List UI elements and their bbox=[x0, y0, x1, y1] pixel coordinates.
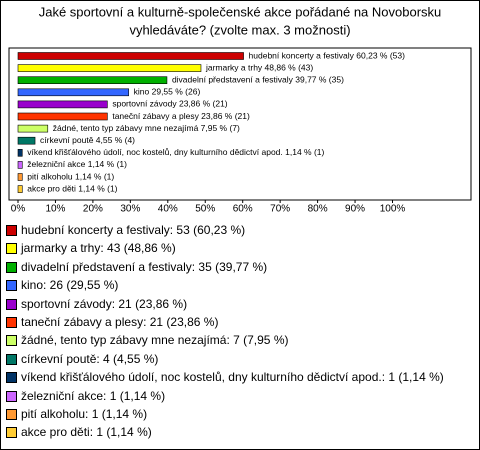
bar bbox=[17, 112, 108, 121]
legend-swatch bbox=[6, 409, 17, 421]
bar bbox=[17, 88, 129, 97]
legend-swatch bbox=[6, 372, 17, 384]
legend-label: hudební koncerty a festivaly: 53 (60,23 … bbox=[21, 223, 246, 237]
bar bbox=[17, 161, 23, 169]
x-tick-label: 0% bbox=[11, 204, 26, 215]
legend-swatch bbox=[6, 335, 17, 347]
bar bbox=[17, 76, 168, 84]
legend-label: železniční akce: 1 (1,14 %) bbox=[21, 388, 166, 403]
legend-label: víkend křišťálového údolí, noc kostelů, … bbox=[21, 370, 444, 385]
x-tick-label: 90% bbox=[345, 204, 365, 215]
legend-label: akce pro děti: 1 (1,14 %) bbox=[21, 425, 152, 440]
legend-swatch bbox=[6, 243, 17, 255]
legend-item: hudební koncerty a festivaly: 53 (60,23 … bbox=[6, 221, 461, 239]
legend-swatch bbox=[6, 298, 17, 310]
legend-label: taneční zábavy a plesy: 21 (23,86 %) bbox=[21, 315, 219, 330]
bar bbox=[17, 64, 202, 72]
x-tick-label: 10% bbox=[45, 204, 65, 215]
legend-swatch bbox=[6, 280, 17, 292]
legend-swatch bbox=[6, 261, 17, 273]
bar bbox=[17, 136, 36, 145]
chart-title: Jaké sportovní a kulturně-společenské ak… bbox=[39, 4, 442, 19]
legend-label: pití alkoholu: 1 (1,14 %) bbox=[21, 407, 148, 422]
bar-label: akce pro děti 1,14 % (1) bbox=[27, 183, 117, 193]
legend-item: železniční akce: 1 (1,14 %) bbox=[6, 387, 461, 405]
bar-label: pití alkoholu 1,14 % (1) bbox=[27, 171, 114, 181]
legend-item: taneční zábavy a plesy: 21 (23,86 %) bbox=[6, 313, 461, 331]
bar-label: kino 29,55 % (26) bbox=[134, 87, 201, 97]
x-tick-label: 100% bbox=[380, 204, 406, 215]
bar-label: železniční akce 1,14 % (1) bbox=[27, 159, 127, 169]
legend-label: jarmarky a trhy: 43 (48,86 %) bbox=[21, 241, 176, 256]
legend-item: víkend křišťálového údolí, noc kostelů, … bbox=[6, 368, 461, 386]
bar-label: jarmarky a trhy 48,86 % (43) bbox=[205, 62, 313, 72]
legend-item: pití alkoholu: 1 (1,14 %) bbox=[6, 405, 461, 423]
bar bbox=[17, 124, 49, 133]
bar-label: taneční zábavy a plesy 23,86 % (21) bbox=[112, 111, 250, 121]
legend: hudební koncerty a festivaly: 53 (60,23 … bbox=[6, 221, 461, 442]
legend-item: kino: 26 (29,55 %) bbox=[6, 276, 461, 294]
chart-title: vyhledáváte? (zvolte max. 3 možnosti) bbox=[129, 22, 350, 37]
legend-swatch bbox=[6, 317, 17, 329]
legend-item: sportovní závody: 21 (23,86 %) bbox=[6, 295, 461, 313]
bar bbox=[17, 149, 23, 157]
plot: Jaké sportovní a kulturně-společenské ak… bbox=[8, 4, 472, 215]
x-tick-label: 80% bbox=[308, 204, 328, 215]
legend-label: sportovní závody: 21 (23,86 %) bbox=[21, 296, 188, 311]
legend-label: žádné, tento typ zábavy mne nezajímá: 7 … bbox=[21, 333, 289, 348]
bar bbox=[17, 185, 23, 193]
legend-label: církevní poutě: 4 (4,55 %) bbox=[21, 351, 159, 366]
bar bbox=[17, 100, 108, 109]
legend-item: akce pro děti: 1 (1,14 %) bbox=[6, 423, 461, 441]
legend-item: jarmarky a trhy: 43 (48,86 %) bbox=[6, 239, 461, 257]
plot-frame bbox=[8, 47, 472, 201]
bar-label: žádné, tento typ zábavy mne nezajímá 7,9… bbox=[53, 123, 240, 133]
x-tick-label: 70% bbox=[270, 204, 290, 215]
legend-swatch bbox=[6, 390, 17, 402]
x-tick-label: 20% bbox=[83, 204, 103, 215]
legend-label: divadelní představení a festivaly: 35 (3… bbox=[21, 259, 268, 274]
bar-label: sportovní závody 23,86 % (21) bbox=[112, 99, 227, 109]
legend-swatch bbox=[6, 427, 17, 439]
x-tick-label: 50% bbox=[195, 204, 215, 215]
bar-label: církevní poutě 4,55 % (4) bbox=[40, 135, 135, 145]
bar bbox=[17, 52, 244, 60]
bar bbox=[17, 173, 23, 181]
bar-label: hudební koncerty a festivaly 60,23 % (53… bbox=[249, 50, 406, 60]
bar-label: divadelní představení a festivaly 39,77 … bbox=[172, 74, 344, 84]
x-tick-label: 40% bbox=[158, 204, 178, 215]
legend-label: kino: 26 (29,55 %) bbox=[21, 278, 119, 293]
legend-swatch bbox=[6, 353, 17, 365]
x-tick-label: 30% bbox=[120, 204, 140, 215]
bar-label: víkend křišťálového údolí, noc kostelů, … bbox=[27, 147, 324, 157]
x-tick-label: 60% bbox=[233, 204, 253, 215]
legend-swatch bbox=[6, 225, 17, 236]
legend-item: církevní poutě: 4 (4,55 %) bbox=[6, 350, 461, 368]
legend-item: žádné, tento typ zábavy mne nezajímá: 7 … bbox=[6, 331, 461, 349]
legend-item: divadelní představení a festivaly: 35 (3… bbox=[6, 258, 461, 276]
